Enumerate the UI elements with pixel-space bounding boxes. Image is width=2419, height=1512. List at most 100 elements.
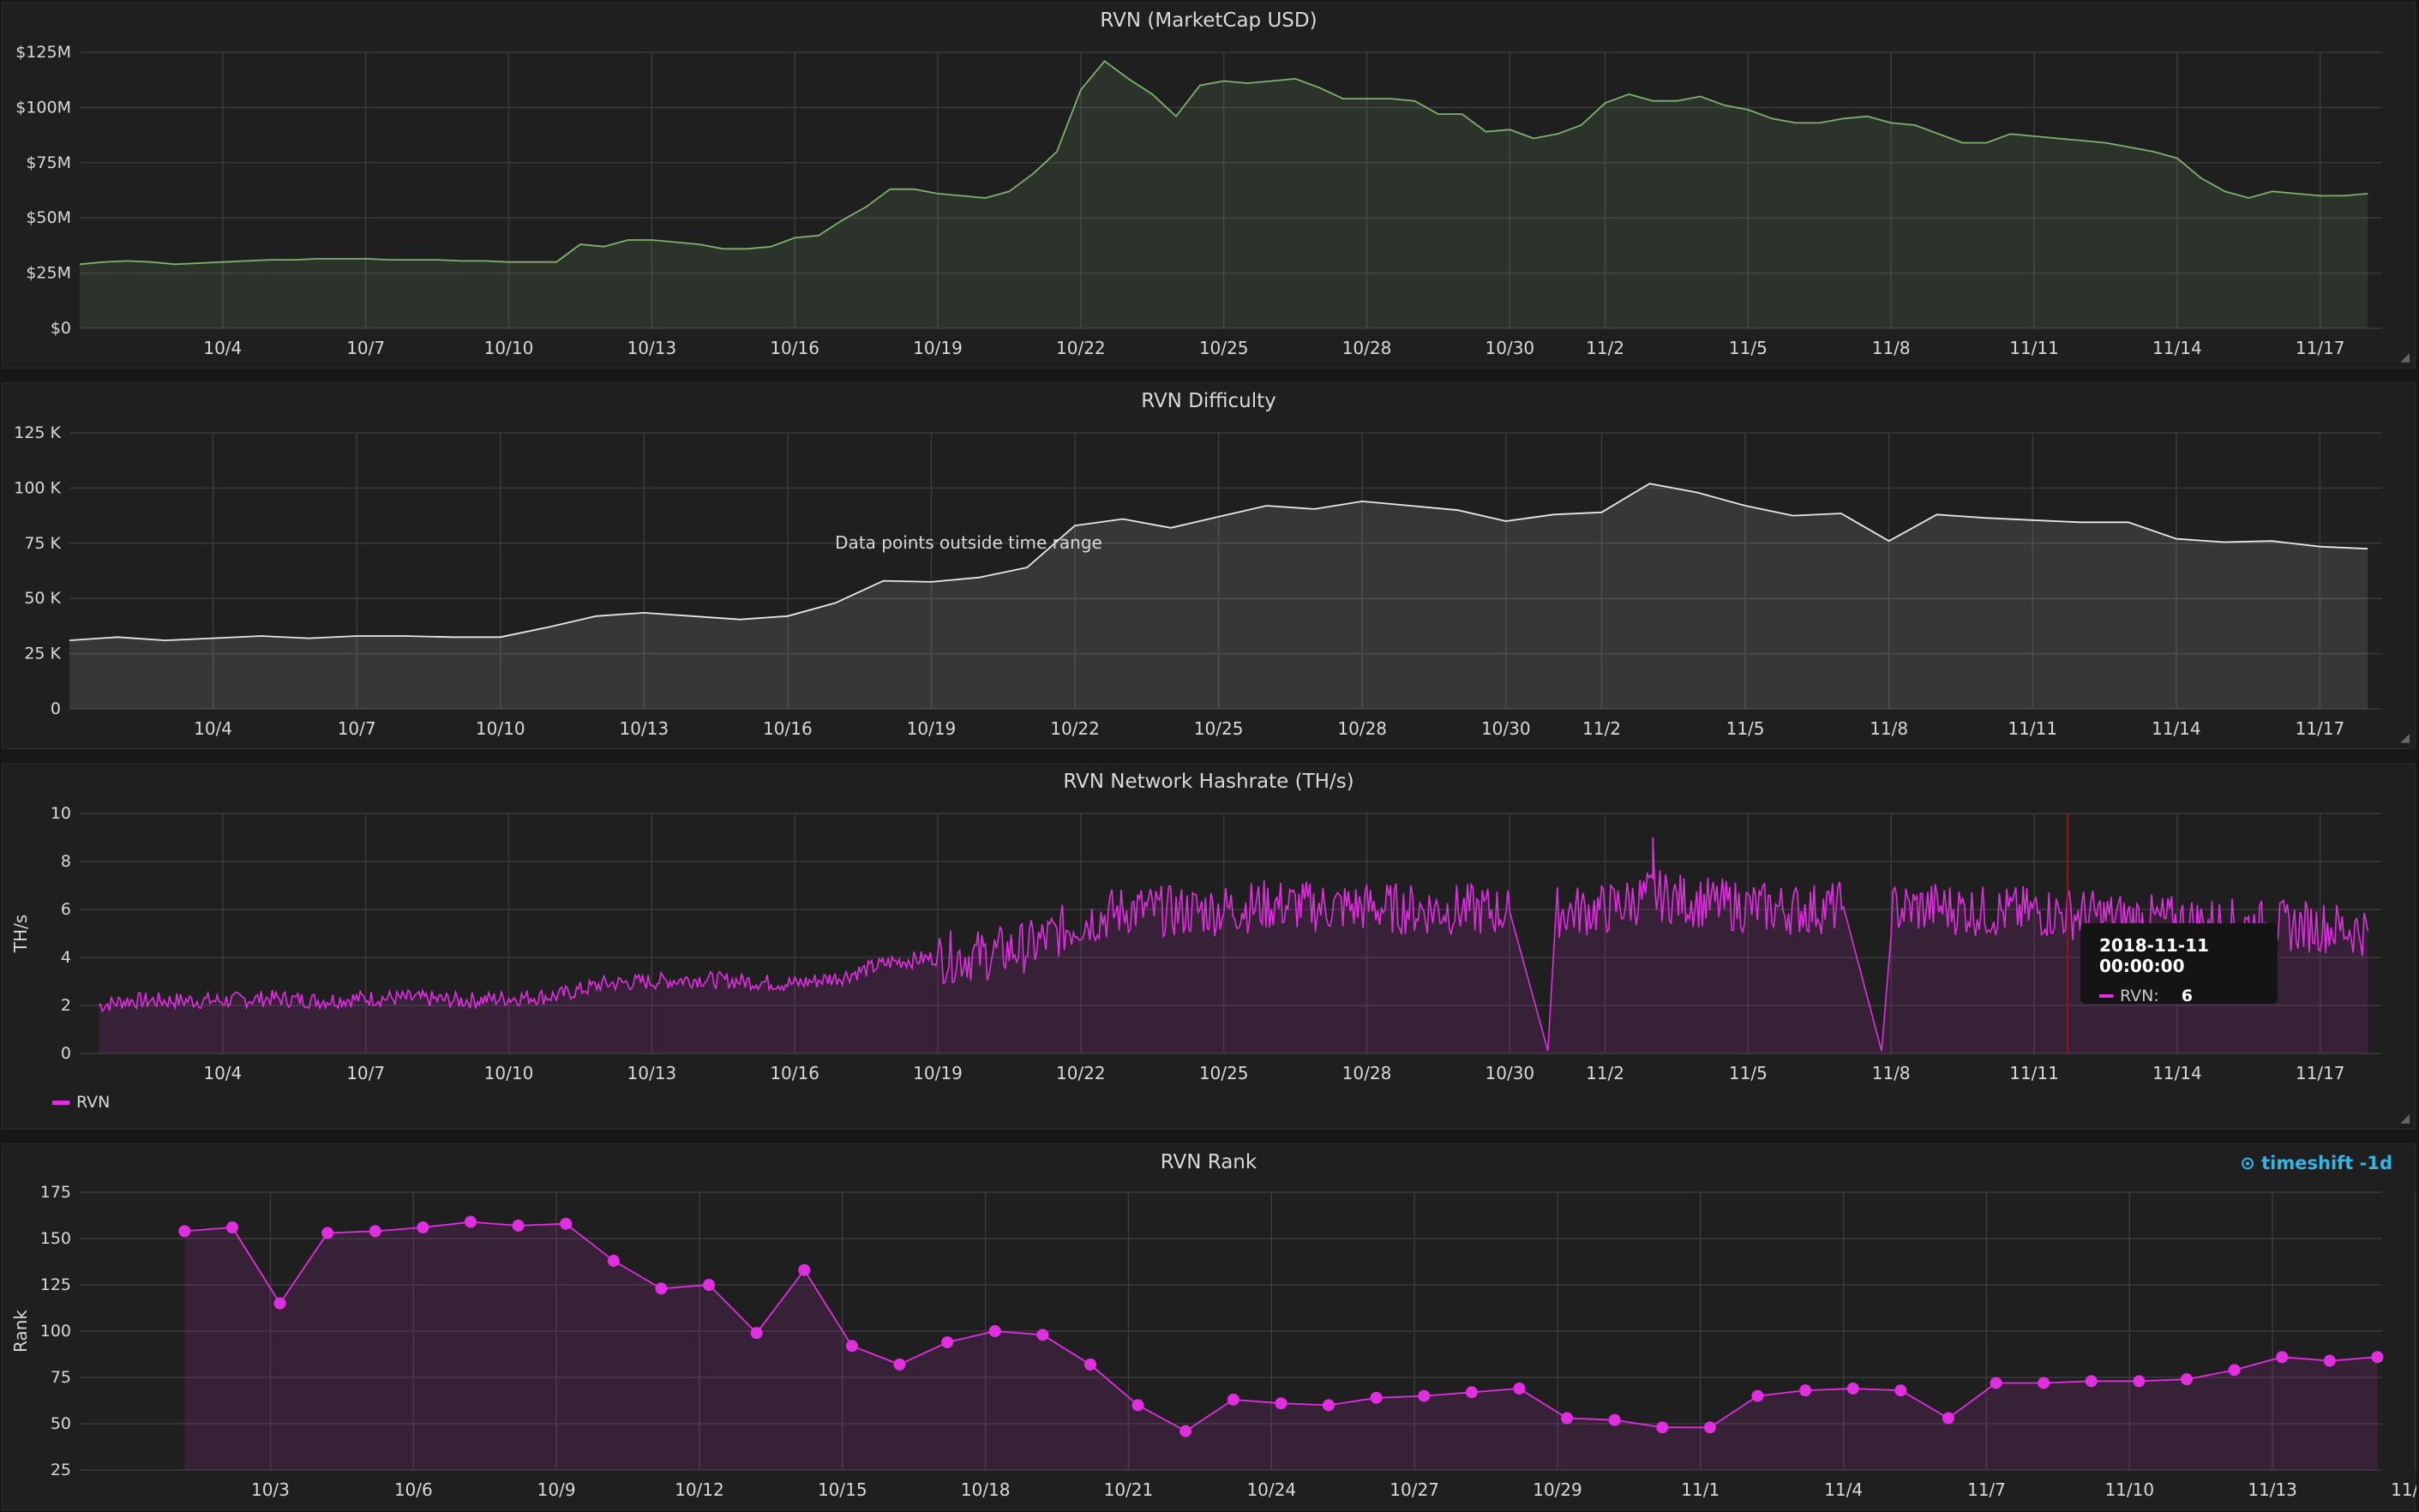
data-point <box>941 1335 954 1348</box>
resize-handle-icon[interactable]: ◢ <box>2400 1112 2410 1125</box>
x-tick-label: 10/10 <box>484 1063 534 1083</box>
y-tick-label: $50M <box>26 208 71 227</box>
data-point <box>845 1340 858 1353</box>
x-tick-label: 10/7 <box>346 338 385 358</box>
tooltip-swatch <box>2099 994 2113 998</box>
x-tick-label: 10/6 <box>394 1479 433 1500</box>
data-point <box>988 1325 1001 1337</box>
legend[interactable]: RVN <box>52 1093 110 1112</box>
y-tick-label: $125M <box>15 43 71 62</box>
x-tick-label: 11/8 <box>1872 338 1911 358</box>
x-tick-label: 10/19 <box>913 1063 963 1083</box>
clock-icon: ⊙ <box>2240 1153 2255 1173</box>
data-point <box>1942 1412 1954 1425</box>
x-tick-label: 10/15 <box>818 1479 867 1500</box>
outside-range-note: Data points outside time range <box>835 532 1102 553</box>
panel-title[interactable]: RVN Network Hashrate (TH/s) <box>1063 771 1354 793</box>
series-area <box>99 837 2368 1053</box>
x-tick-label: 10/16 <box>770 1063 819 1083</box>
x-tick-label: 11/2 <box>1586 338 1624 358</box>
x-tick-label: 10/25 <box>1199 338 1249 358</box>
tooltip-series: RVN: <box>2120 987 2159 1005</box>
x-tick-label: 11/17 <box>2296 718 2345 739</box>
x-tick-label: 10/13 <box>627 338 677 358</box>
x-tick-label: 10/13 <box>619 718 669 739</box>
x-tick-label: 10/28 <box>1342 1063 1392 1083</box>
x-tick-label: 10/28 <box>1337 718 1387 739</box>
data-point <box>1179 1425 1192 1437</box>
data-point <box>2371 1351 2384 1364</box>
x-tick-label: 10/9 <box>537 1479 576 1500</box>
x-tick-label: 10/30 <box>1486 338 1535 358</box>
marketcap-panel: $0 $25M $50M $75M $100M $125M 10/4 10/7 10/10 10/… <box>2 2 2416 369</box>
hashrate-chart[interactable]: 0 2 4 6 8 10 10/4 10/7 10/10 10/13 10/16 10/19 10/22… <box>3 764 2416 1131</box>
resize-handle-icon[interactable]: ◢ <box>2400 351 2410 364</box>
timeshift-label: timeshift -1d <box>2261 1153 2392 1173</box>
x-tick-label: 11/11 <box>2009 1063 2059 1083</box>
x-tick-label: 11/5 <box>1729 1063 1768 1083</box>
panel-title[interactable]: RVN Rank <box>1160 1151 1258 1173</box>
y-tick-label: 0 <box>61 1044 71 1063</box>
data-point <box>1323 1399 1336 1412</box>
data-point <box>178 1225 191 1238</box>
x-tick-label: 10/28 <box>1342 338 1392 358</box>
series-area <box>80 61 2368 329</box>
rank-chart[interactable]: 25 50 75 100 125 150 175 10/3 10/6 10/9 10/12 10/15… <box>3 1144 2416 1511</box>
y-tick-label: 50 <box>51 1414 71 1433</box>
x-tick-label: 11/14 <box>2152 718 2201 739</box>
data-point <box>1465 1386 1478 1399</box>
series-line <box>69 483 2368 642</box>
difficulty-chart[interactable]: 0 25 K 50 K 75 K 100 K 125 K 10/4 10/7 10/10 10/1… <box>3 383 2416 750</box>
y-tick-label: 100 <box>40 1322 71 1341</box>
x-tick-label: 10/7 <box>346 1063 385 1083</box>
panel-title[interactable]: RVN Difficulty <box>1141 390 1276 412</box>
y-tick-label: 150 <box>40 1229 71 1248</box>
data-point <box>655 1282 668 1295</box>
x-tick-label: 11/4 <box>1824 1479 1863 1500</box>
x-tick-label: 11/2 <box>1582 718 1621 739</box>
series-line <box>98 837 2369 1052</box>
resize-handle-icon[interactable]: ◢ <box>2400 731 2410 745</box>
x-tick-label: 10/3 <box>251 1479 290 1500</box>
x-tick-label: 11/14 <box>2152 338 2202 358</box>
x-tick-label: 11/13 <box>2248 1479 2297 1500</box>
x-tick-label: 10/29 <box>1533 1479 1582 1500</box>
data-point <box>1561 1412 1574 1425</box>
data-point <box>512 1219 525 1232</box>
data-point <box>1275 1397 1288 1410</box>
marketcap-chart[interactable]: $0 $25M $50M $75M $100M $125M 10/4 10/7 10/10 10/… <box>3 3 2416 369</box>
x-tick-label: 11/11 <box>2008 718 2057 739</box>
data-point <box>465 1215 477 1228</box>
data-point <box>798 1263 811 1276</box>
x-tick-label: 10/16 <box>770 338 819 358</box>
x-tick-label: 10/25 <box>1194 718 1244 739</box>
x-tick-label: 10/12 <box>675 1479 724 1500</box>
panel-title[interactable]: RVN (MarketCap USD) <box>1100 9 1318 32</box>
rank-panel: 25 50 75 100 125 150 175 10/3 10/6 10/9 10/12 10/15… <box>2 1143 2416 1510</box>
y-axis-label: Rank <box>10 1310 31 1353</box>
y-tick-label: 75 K <box>24 534 61 553</box>
series-line <box>79 60 2368 266</box>
x-tick-label: 11/5 <box>1726 718 1765 739</box>
x-tick-label: 10/4 <box>194 718 232 739</box>
x-tick-label: 10/24 <box>1246 1479 1296 1500</box>
y-tick-label: 125 K <box>14 423 61 442</box>
data-point <box>1608 1413 1621 1426</box>
x-tick-label: 10/19 <box>913 338 963 358</box>
data-point <box>2276 1351 2289 1364</box>
tooltip: 2018-11-11 00:00:00 RVN: 6 <box>2080 923 2278 1005</box>
timeshift-badge[interactable]: ⊙ timeshift -1d <box>2240 1153 2392 1173</box>
y-tick-label: 25 K <box>24 645 61 663</box>
x-tick-label: 11/5 <box>1729 338 1768 358</box>
data-point <box>893 1358 906 1371</box>
y-tick-label: 6 <box>61 900 71 919</box>
x-tick-label: 10/13 <box>627 1063 677 1083</box>
x-tick-label: 10/25 <box>1199 1063 1249 1083</box>
y-axis-label: TH/s <box>10 915 31 953</box>
x-tick-label: 11/17 <box>2296 1063 2345 1083</box>
y-tick-label: 4 <box>61 948 71 967</box>
y-tick-label: $25M <box>26 264 71 283</box>
x-tick-label: 10/10 <box>476 718 525 739</box>
x-tick-label: 11/17 <box>2296 338 2345 358</box>
y-tick-label: $0 <box>51 319 71 338</box>
